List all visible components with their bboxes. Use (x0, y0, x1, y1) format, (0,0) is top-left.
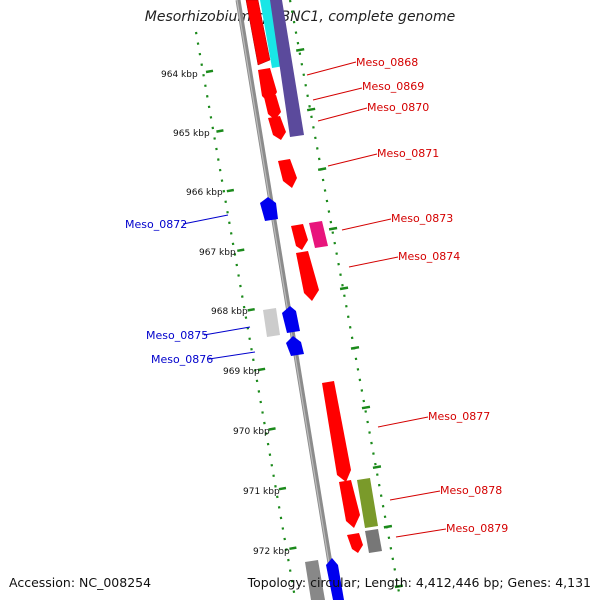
gene-meso0878-red[interactable] (339, 480, 360, 528)
scale-tick (268, 427, 276, 431)
scale-label: 964 kbp (161, 70, 198, 80)
gene-meso0872[interactable] (260, 197, 278, 221)
scale-tick (306, 107, 316, 112)
scale-tick (372, 465, 382, 470)
gene-meso0875-gray[interactable] (263, 308, 280, 337)
gene-meso0870[interactable] (264, 95, 281, 120)
scale-label: 965 kbp (173, 129, 210, 139)
gene-label-meso-0878[interactable]: Meso_0878 (440, 484, 502, 497)
gene-callouts-right (306, 61, 447, 538)
scale-tick (278, 486, 287, 491)
scale-label: 966 kbp (186, 188, 223, 198)
gene-meso0875-blue[interactable] (282, 306, 300, 333)
scale-tick (317, 167, 327, 172)
scale-tick (350, 345, 360, 350)
gene-meso0869[interactable] (258, 68, 277, 104)
scale-tick (394, 584, 404, 589)
gene-meso0879-red[interactable] (347, 533, 363, 553)
gene-features[interactable] (245, 0, 382, 600)
scale-tick (361, 405, 371, 410)
genome-backbone-highlight (236, 0, 336, 600)
scale-tick (237, 248, 245, 253)
gene-label-meso-0870[interactable]: Meso_0870 (367, 101, 429, 114)
gene-meso0879-gray[interactable] (365, 529, 382, 553)
gene-label-meso-0874[interactable]: Meso_0874 (398, 250, 460, 263)
gene-labels-right: Meso_0868 Meso_0869 Meso_0870 Meso_0871 … (356, 56, 508, 535)
scale-label: 970 kbp (233, 427, 270, 437)
scale-ticks-left (205, 69, 297, 551)
gene-meso0868-purple[interactable] (270, 0, 304, 137)
scale-tick (216, 129, 224, 133)
gene-label-meso-0877[interactable]: Meso_0877 (428, 410, 490, 423)
accession-text: Accession: NC_008254 (9, 575, 152, 590)
gene-meso0876[interactable] (286, 336, 304, 356)
gene-label-meso-0869[interactable]: Meso_0869 (362, 80, 424, 93)
gene-labels-left: Meso_0872 Meso_0875 Meso_0876 (125, 218, 213, 366)
gene-callouts-left (182, 214, 256, 360)
gene-partial-blue-bottom[interactable] (326, 558, 344, 600)
scale-tick (226, 188, 235, 193)
gene-label-meso-0868[interactable]: Meso_0868 (356, 56, 418, 69)
scale-tick (257, 367, 266, 372)
gene-meso0878-olive[interactable] (357, 478, 378, 528)
gene-label-meso-0871[interactable]: Meso_0871 (377, 147, 439, 160)
scale-label: 972 kbp (253, 547, 290, 557)
scale-tick (205, 69, 214, 74)
gene-meso0871[interactable] (278, 159, 297, 188)
gene-meso0874[interactable] (296, 251, 319, 301)
gene-label-meso-0879[interactable]: Meso_0879 (446, 522, 508, 535)
gene-meso0873-red[interactable] (291, 224, 308, 250)
gene-meso0873-magenta[interactable] (309, 221, 328, 248)
scale-tick (247, 307, 255, 312)
scale-ticks-right (295, 47, 404, 589)
genome-backbone (235, 0, 339, 600)
genome-summary-text: Topology: circular; Length: 4,412,446 bp… (247, 575, 591, 590)
scale-tick (289, 546, 297, 551)
scale-label: 967 kbp (199, 248, 236, 258)
gene-label-meso-0876[interactable]: Meso_0876 (151, 353, 213, 366)
gene-partial-red-top[interactable] (245, 0, 271, 66)
scale-tick (339, 286, 349, 291)
scale-labels: 964 kbp 965 kbp 966 kbp 967 kbp 968 kbp … (161, 70, 290, 557)
scale-label: 971 kbp (243, 487, 280, 497)
scale-tick (328, 226, 338, 231)
map-title: Mesorhizobium sp. BNC1, complete genome (144, 9, 456, 25)
gene-meso0870b[interactable] (268, 116, 286, 140)
gene-meso0877[interactable] (322, 381, 351, 482)
scale-tick (383, 524, 393, 529)
scale-label: 968 kbp (211, 307, 248, 317)
scale-label: 969 kbp (223, 367, 260, 377)
gene-label-meso-0873[interactable]: Meso_0873 (391, 212, 453, 225)
gene-label-meso-0872[interactable]: Meso_0872 (125, 218, 187, 231)
scale-tick (295, 47, 305, 52)
gene-label-meso-0875[interactable]: Meso_0875 (146, 329, 208, 342)
gene-partial-gray-bottom[interactable] (305, 560, 325, 600)
